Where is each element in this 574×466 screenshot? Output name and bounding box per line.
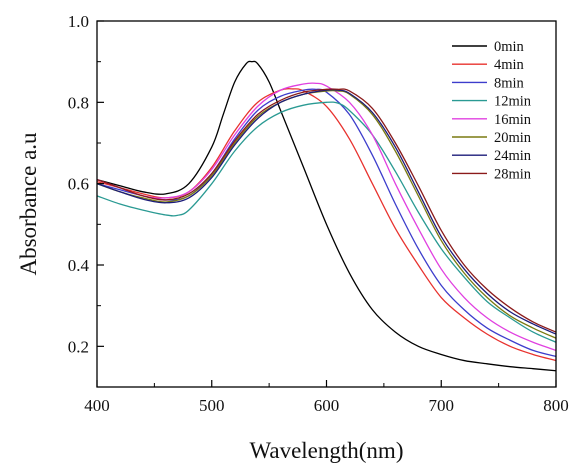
axis-ticks (96, 20, 557, 388)
plot-frame (96, 20, 557, 388)
legend-label: 4min (494, 57, 525, 73)
legend-label: 24min (494, 148, 532, 164)
series-line-0min (96, 60, 557, 372)
series-line-12min (96, 101, 557, 343)
legend-label: 16min (494, 112, 532, 128)
legend-label: 20min (494, 130, 532, 146)
series-line-28min (96, 88, 557, 333)
x-tick-label: 400 (84, 396, 110, 415)
x-tick-label: 500 (199, 396, 225, 415)
y-tick-label: 1.0 (68, 12, 89, 31)
y-tick-label: 0.2 (68, 337, 89, 356)
x-tick-label: 800 (543, 396, 569, 415)
legend: 0min 4min 8min 12min 16min 20min 24min 28min (452, 39, 532, 182)
tick-labels: 400 500 600 700 800 0.2 0.4 0.6 0.8 1.0 (68, 12, 569, 415)
x-tick-label: 600 (314, 396, 340, 415)
series-line-20min (96, 89, 557, 339)
legend-label: 0min (494, 39, 525, 55)
legend-label: 12min (494, 94, 532, 110)
y-tick-label: 0.4 (68, 256, 90, 275)
y-axis-title: Absorbance a.u (16, 132, 41, 276)
y-tick-label: 0.8 (68, 93, 89, 112)
legend-label: 8min (494, 75, 525, 91)
legend-label: 28min (494, 166, 532, 182)
x-axis-title: Wavelength(nm) (250, 438, 404, 463)
x-tick-label: 700 (429, 396, 455, 415)
series-lines (96, 60, 557, 372)
series-line-16min (96, 82, 557, 352)
y-tick-label: 0.6 (68, 175, 89, 194)
